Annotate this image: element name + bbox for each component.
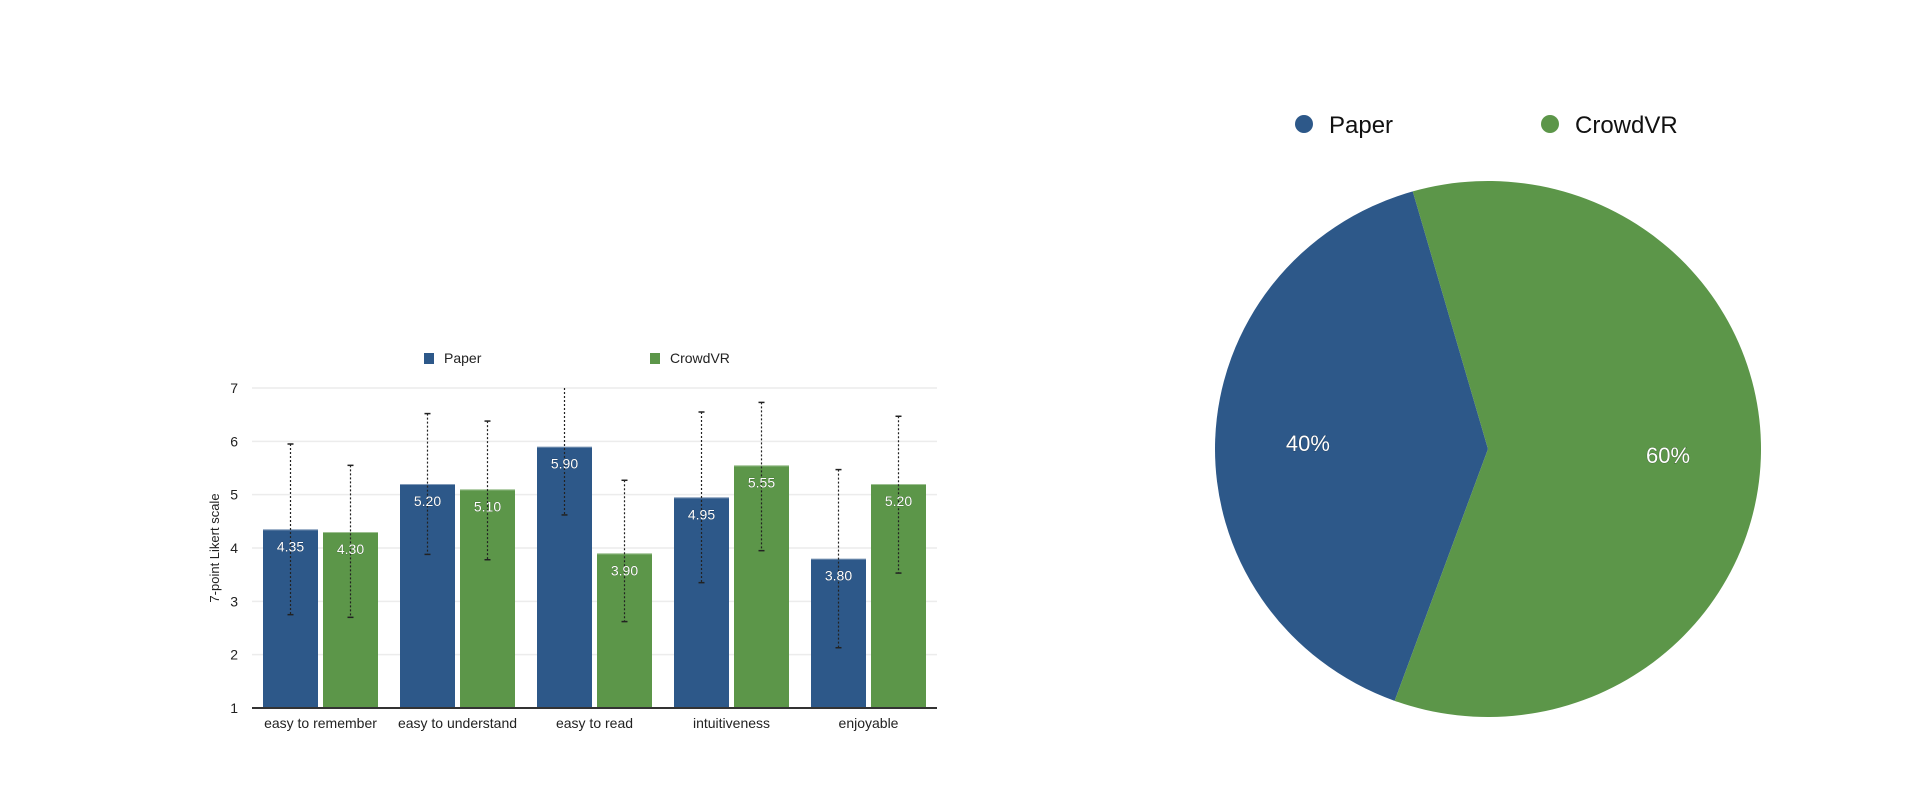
legend-swatch-crowdvr xyxy=(650,353,660,364)
x-tick-label: easy to remember xyxy=(264,715,377,731)
y-tick-label: 5 xyxy=(230,487,238,503)
data-label: 4.30 xyxy=(337,541,364,557)
y-tick-label: 1 xyxy=(230,700,238,716)
pie-label: 60% xyxy=(1646,443,1690,468)
bar-x-tick-labels: easy to remember easy to understand easy t… xyxy=(264,715,899,731)
legend-dot-crowdvr xyxy=(1541,115,1559,133)
data-label: 5.20 xyxy=(885,493,912,509)
bar-crowdvr xyxy=(323,532,378,708)
x-tick-label: easy to understand xyxy=(398,715,517,731)
y-axis-label: 7-point Likert scale xyxy=(207,493,222,602)
legend-dot-paper xyxy=(1295,115,1313,133)
bar-y-tick-labels: 1 2 3 4 5 6 7 xyxy=(230,380,238,716)
pie-slice-paper xyxy=(1214,191,1488,701)
data-label: 5.20 xyxy=(414,493,441,509)
legend-label: Paper xyxy=(444,350,482,366)
pie-legend: Paper CrowdVR xyxy=(1295,112,1678,139)
bar-series: 4.35 5.20 5.90 4.95 3.80 4.30 5.10 3.90 5.55 5.20 xyxy=(252,388,937,709)
pie-label: 40% xyxy=(1286,431,1330,456)
bar-paper xyxy=(263,529,318,708)
x-tick-label: enjoyable xyxy=(839,715,899,731)
data-label: 5.55 xyxy=(748,474,775,490)
legend-label: CrowdVR xyxy=(670,350,730,366)
data-label: 3.90 xyxy=(611,562,638,578)
pie-chart: Paper CrowdVR 40% 60% xyxy=(1214,112,1762,717)
bar-chart: Paper CrowdVR 1 2 3 4 5 6 7 4.35 5.20 5.90 4.95 3.8… xyxy=(207,350,937,731)
pie-slices: 40% 60% xyxy=(1214,181,1762,717)
data-label: 5.10 xyxy=(474,498,501,514)
x-tick-label: intuitiveness xyxy=(693,715,770,731)
bar-crowdvr xyxy=(734,465,789,708)
data-label: 5.90 xyxy=(551,456,578,472)
bar-crowdvr xyxy=(597,553,652,708)
y-tick-label: 2 xyxy=(230,647,238,663)
y-tick-label: 7 xyxy=(230,380,238,396)
legend-swatch-paper xyxy=(424,353,434,364)
legend-label: CrowdVR xyxy=(1575,112,1678,139)
bar-paper xyxy=(400,484,455,708)
bar-paper xyxy=(537,446,592,708)
y-tick-label: 6 xyxy=(230,433,238,449)
y-tick-label: 4 xyxy=(230,540,238,556)
x-tick-label: easy to read xyxy=(556,715,633,731)
bar-legend: Paper CrowdVR xyxy=(424,350,730,366)
data-label: 3.80 xyxy=(825,568,852,584)
pie-slice-crowdvr xyxy=(1394,181,1762,717)
data-label: 4.95 xyxy=(688,506,715,522)
legend-label: Paper xyxy=(1329,112,1393,139)
y-tick-label: 3 xyxy=(230,593,238,609)
data-label: 4.35 xyxy=(277,538,304,554)
